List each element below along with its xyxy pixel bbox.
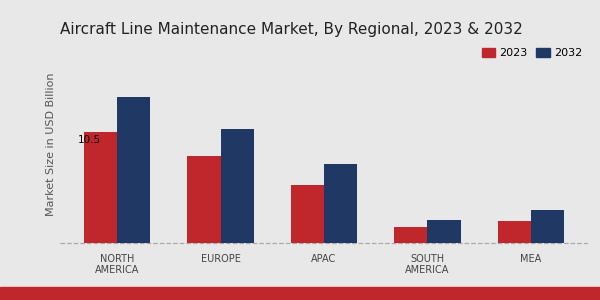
Y-axis label: Market Size in USD Billion: Market Size in USD Billion [46,72,56,216]
Bar [117,97,150,243]
Bar [394,227,427,243]
Bar [221,129,254,243]
Bar [324,164,357,243]
Bar [531,210,564,243]
Bar [187,156,221,243]
Bar [84,132,117,243]
Bar [291,185,324,243]
Text: 10.5: 10.5 [78,135,101,145]
Text: Aircraft Line Maintenance Market, By Regional, 2023 & 2032: Aircraft Line Maintenance Market, By Reg… [60,22,523,37]
Legend: 2023, 2032: 2023, 2032 [482,48,583,58]
Bar [427,220,461,243]
Bar [498,221,531,243]
